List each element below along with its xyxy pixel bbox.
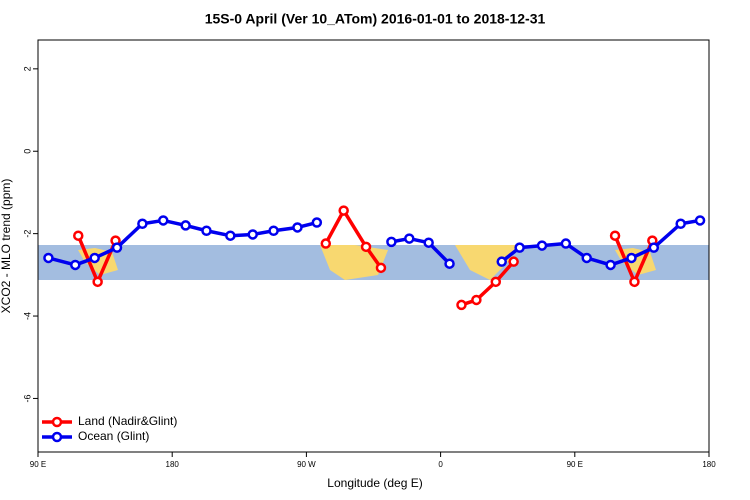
data-point xyxy=(386,236,397,248)
x-tick-label: 180 xyxy=(702,460,716,469)
chart-title: 15S-0 April (Ver 10_ATom) 2016-01-01 to … xyxy=(205,11,546,27)
data-point xyxy=(508,256,519,267)
plot-frame xyxy=(37,39,710,453)
x-tick-label: 90 E xyxy=(30,460,46,469)
x-tick-label: 90 W xyxy=(297,460,316,469)
data-point xyxy=(471,294,482,306)
y-axis-label: XCO2 - MLO trend (ppm) xyxy=(0,179,13,314)
data-point xyxy=(629,276,640,288)
y-tick-label: -2 xyxy=(22,230,32,238)
y-tick-label: 2 xyxy=(22,66,32,71)
data-point xyxy=(158,215,169,226)
data-point xyxy=(514,242,525,253)
data-point xyxy=(675,218,686,230)
data-point xyxy=(311,217,323,228)
legend-label: Land (Nadir&Glint) xyxy=(78,414,177,428)
data-point xyxy=(423,237,434,248)
data-point xyxy=(225,230,236,241)
data-point xyxy=(92,276,103,288)
data-point xyxy=(338,205,349,216)
y-tick-label: -4 xyxy=(22,312,32,320)
data-point xyxy=(456,299,467,311)
data-point xyxy=(111,242,123,253)
y-tick-label: 0 xyxy=(22,149,32,154)
x-tick-label: 180 xyxy=(166,460,180,469)
legend-marker xyxy=(51,431,63,443)
data-point xyxy=(180,220,191,231)
data-point xyxy=(375,262,387,274)
data-point xyxy=(626,252,637,264)
data-point xyxy=(268,225,279,237)
data-point xyxy=(137,218,148,230)
data-point xyxy=(73,230,84,241)
data-point xyxy=(360,241,372,253)
data-point xyxy=(43,252,54,264)
data-point xyxy=(609,230,621,241)
data-point xyxy=(605,259,616,271)
data-point xyxy=(648,242,660,253)
data-point xyxy=(444,258,455,269)
data-point xyxy=(70,259,81,271)
legend-label: Ocean (Glint) xyxy=(78,429,149,443)
data-point xyxy=(536,240,548,251)
data-point xyxy=(560,238,572,249)
data-point xyxy=(404,233,415,244)
x-axis-label: Longitude (deg E) xyxy=(327,476,422,490)
legend-marker xyxy=(51,416,63,428)
data-point xyxy=(581,252,592,264)
data-point xyxy=(89,252,100,264)
x-tick-label: 0 xyxy=(438,460,443,469)
data-point xyxy=(694,215,706,226)
x-tick-label: 90 E xyxy=(567,460,583,469)
data-point xyxy=(490,276,502,288)
data-point xyxy=(201,225,212,237)
y-tick-label: -6 xyxy=(22,394,32,402)
data-point xyxy=(292,222,303,233)
data-point xyxy=(320,238,332,249)
data-point xyxy=(496,256,507,267)
data-point xyxy=(247,229,258,240)
